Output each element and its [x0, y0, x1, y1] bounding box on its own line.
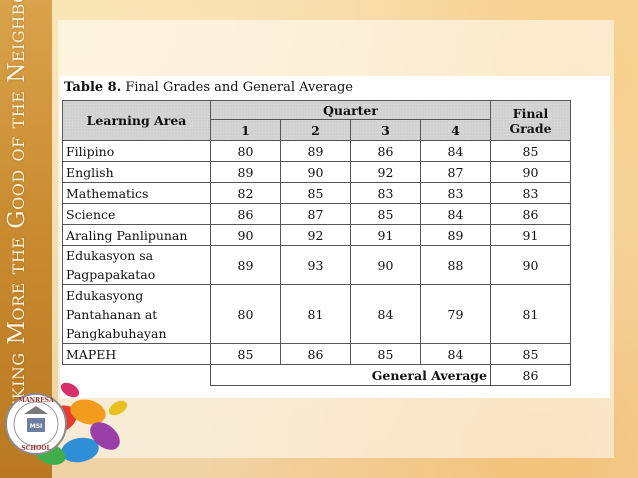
manresa-seal: MSI MANRESA SCHOOL: [5, 393, 67, 455]
svg-text:MANRESA: MANRESA: [18, 397, 54, 404]
table-row: Science 86 87 85 84 86: [62, 203, 571, 225]
learning-area-cell: Science: [62, 203, 211, 225]
final-grade-cell: 85: [490, 140, 571, 162]
learning-area-cell: English: [62, 161, 211, 183]
general-average-row: General Average 86: [62, 364, 571, 386]
q1-cell: 89: [210, 161, 281, 183]
q3-cell: 85: [350, 343, 421, 365]
table-row: Araling Panlipunan 90 92 91 89 91: [62, 224, 571, 246]
q3-cell: 91: [350, 224, 421, 246]
q1-cell: 80: [210, 140, 281, 162]
header-q1: 1: [210, 119, 281, 141]
table-row: Edukasyon sa Pagpapakatao 89 93 90 88 90: [62, 245, 571, 285]
header-q4: 4: [420, 119, 491, 141]
q4-cell: 84: [420, 140, 491, 162]
table-row: Mathematics 82 85 83 83 83: [62, 182, 571, 204]
table-caption: Table 8. Final Grades and General Averag…: [64, 80, 353, 95]
grades-table: Learning Area Quarter Final Grade 1 2 3 …: [62, 100, 571, 386]
table-row: Edukasyong Pantahanan at Pangkabuhayan 8…: [62, 284, 571, 344]
final-grade-cell: 83: [490, 182, 571, 204]
learning-area-cell: MAPEH: [62, 343, 211, 365]
q2-cell: 89: [280, 140, 351, 162]
q2-cell: 87: [280, 203, 351, 225]
header-q3: 3: [350, 119, 421, 141]
q3-cell: 86: [350, 140, 421, 162]
q4-cell: 84: [420, 343, 491, 365]
learning-area-cell: Edukasyong Pantahanan at Pangkabuhayan: [62, 284, 211, 344]
q4-cell: 89: [420, 224, 491, 246]
q1-cell: 82: [210, 182, 281, 204]
q3-cell: 90: [350, 245, 421, 285]
q2-cell: 85: [280, 182, 351, 204]
final-grade-cell: 86: [490, 203, 571, 225]
q4-cell: 83: [420, 182, 491, 204]
table-caption-label: Table 8.: [64, 80, 122, 95]
header-q2: 2: [280, 119, 351, 141]
q2-cell: 86: [280, 343, 351, 365]
q1-cell: 86: [210, 203, 281, 225]
q1-cell: 85: [210, 343, 281, 365]
q2-cell: 81: [280, 284, 351, 344]
q2-cell: 92: [280, 224, 351, 246]
general-average-value: 86: [490, 364, 571, 386]
learning-area-cell: Filipino: [62, 140, 211, 162]
header-learning-area: Learning Area: [62, 100, 211, 141]
q2-cell: 90: [280, 161, 351, 183]
svg-text:SCHOOL: SCHOOL: [21, 445, 51, 452]
q4-cell: 88: [420, 245, 491, 285]
q3-cell: 84: [350, 284, 421, 344]
final-grade-cell: 90: [490, 245, 571, 285]
svg-text:MSI: MSI: [30, 423, 43, 430]
table-caption-text: Final Grades and General Average: [121, 80, 353, 95]
school-logo: MSI MANRESA SCHOOL: [5, 382, 128, 465]
q1-cell: 89: [210, 245, 281, 285]
table-row: MAPEH 85 86 85 84 85: [62, 343, 571, 365]
table-row: Filipino 80 89 86 84 85: [62, 140, 571, 162]
general-average-label: General Average: [210, 364, 491, 386]
q2-cell: 93: [280, 245, 351, 285]
q3-cell: 85: [350, 203, 421, 225]
learning-area-cell: Araling Panlipunan: [62, 224, 211, 246]
header-final-grade: Final Grade: [490, 100, 571, 141]
q4-cell: 79: [420, 284, 491, 344]
header-quarter: Quarter: [210, 100, 491, 120]
q4-cell: 87: [420, 161, 491, 183]
q1-cell: 90: [210, 224, 281, 246]
final-grade-cell: 81: [490, 284, 571, 344]
learning-area-cell: Mathematics: [62, 182, 211, 204]
empty-cell: [62, 364, 211, 386]
table-row: English 89 90 92 87 90: [62, 161, 571, 183]
q4-cell: 84: [420, 203, 491, 225]
q3-cell: 83: [350, 182, 421, 204]
final-grade-cell: 90: [490, 161, 571, 183]
final-grade-cell: 91: [490, 224, 571, 246]
learning-area-cell: Edukasyon sa Pagpapakatao: [62, 245, 211, 285]
final-grade-cell: 85: [490, 343, 571, 365]
q3-cell: 92: [350, 161, 421, 183]
q1-cell: 80: [210, 284, 281, 344]
